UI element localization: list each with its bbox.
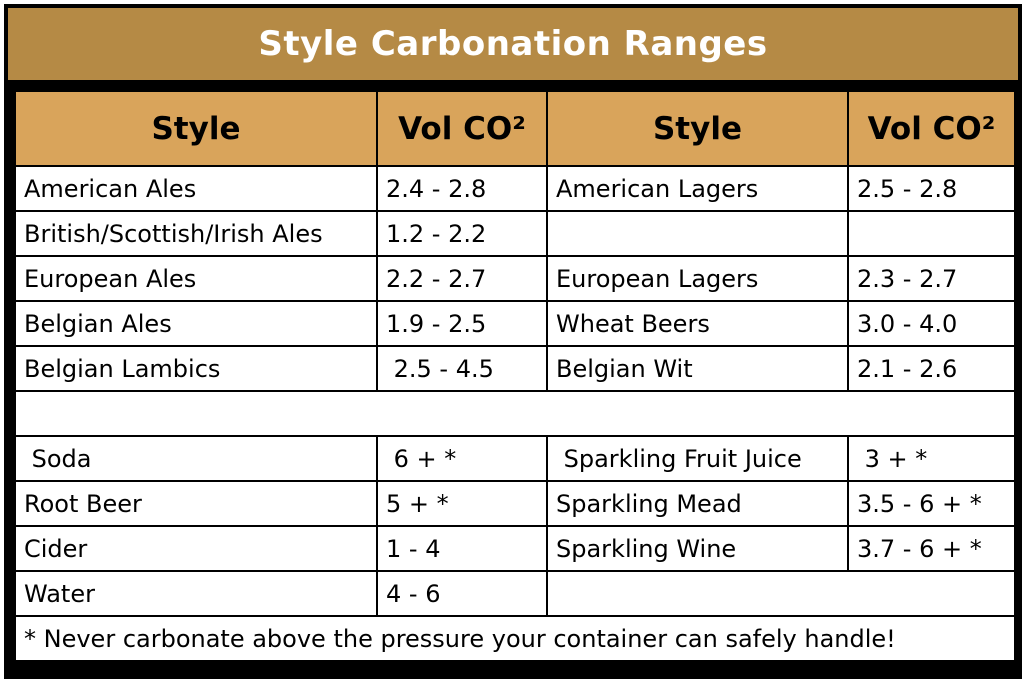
style-cell: American Lagers [546, 165, 849, 212]
spacer-row [14, 390, 1016, 437]
volume-cell [847, 210, 1016, 257]
style-cell: Sparkling Fruit Juice [546, 435, 849, 482]
style-cell: Belgian Ales [14, 300, 378, 347]
table-title: Style Carbonation Ranges [258, 24, 768, 64]
volume-cell: 6 + * [376, 435, 548, 482]
spacer-cell [14, 390, 1016, 437]
header-row: Style Vol CO² Style Vol CO² [14, 90, 1016, 167]
footnote-row: * Never carbonate above the pressure you… [14, 615, 1016, 662]
table-row: American Ales 2.4 - 2.8 American Lagers … [14, 165, 1016, 212]
volume-cell: 1.9 - 2.5 [376, 300, 548, 347]
table-row: Belgian Lambics 2.5 - 4.5 Belgian Wit 2.… [14, 345, 1016, 392]
table-row: Root Beer 5 + * Sparkling Mead 3.5 - 6 +… [14, 480, 1016, 527]
table-frame: Style Carbonation Ranges Style Vol CO² S… [4, 4, 1022, 679]
volume-cell: 1 - 4 [376, 525, 548, 572]
header-style-right: Style [546, 90, 849, 167]
volume-cell: 1.2 - 2.2 [376, 210, 548, 257]
table-row: British/Scottish/Irish Ales 1.2 - 2.2 [14, 210, 1016, 257]
table-row: Cider 1 - 4 Sparkling Wine 3.7 - 6 + * [14, 525, 1016, 572]
header-vol-right: Vol CO² [847, 90, 1016, 167]
style-cell [546, 210, 849, 257]
style-cell: Sparkling Mead [546, 480, 849, 527]
table-row: European Ales 2.2 - 2.7 European Lagers … [14, 255, 1016, 302]
volume-cell: 3.0 - 4.0 [847, 300, 1016, 347]
style-cell: Belgian Wit [546, 345, 849, 392]
style-cell: Cider [14, 525, 378, 572]
style-cell: Sparkling Wine [546, 525, 849, 572]
table-row: Belgian Ales 1.9 - 2.5 Wheat Beers 3.0 -… [14, 300, 1016, 347]
volume-cell: 2.5 - 2.8 [847, 165, 1016, 212]
volume-cell: 2.5 - 4.5 [376, 345, 548, 392]
style-cell: European Ales [14, 255, 378, 302]
table-row: Water 4 - 6 [14, 570, 1016, 617]
volume-cell: 3.7 - 6 + * [847, 525, 1016, 572]
empty-cell [546, 570, 1016, 617]
volume-cell: 3.5 - 6 + * [847, 480, 1016, 527]
carbonation-table: Style Vol CO² Style Vol CO² American Ale… [14, 90, 1016, 662]
volume-cell: 5 + * [376, 480, 548, 527]
style-cell: European Lagers [546, 255, 849, 302]
style-cell: Belgian Lambics [14, 345, 378, 392]
table-row: Soda 6 + * Sparkling Fruit Juice 3 + * [14, 435, 1016, 482]
header-vol-left: Vol CO² [376, 90, 548, 167]
header-style-left: Style [14, 90, 378, 167]
volume-cell: 3 + * [847, 435, 1016, 482]
style-cell: British/Scottish/Irish Ales [14, 210, 378, 257]
title-bar: Style Carbonation Ranges [8, 8, 1018, 80]
style-cell: American Ales [14, 165, 378, 212]
volume-cell: 2.4 - 2.8 [376, 165, 548, 212]
volume-cell: 2.1 - 2.6 [847, 345, 1016, 392]
footnote: * Never carbonate above the pressure you… [14, 615, 1016, 662]
style-cell: Soda [14, 435, 378, 482]
style-cell: Root Beer [14, 480, 378, 527]
style-cell: Water [14, 570, 378, 617]
volume-cell: 2.2 - 2.7 [376, 255, 548, 302]
style-cell: Wheat Beers [546, 300, 849, 347]
volume-cell: 4 - 6 [376, 570, 548, 617]
volume-cell: 2.3 - 2.7 [847, 255, 1016, 302]
